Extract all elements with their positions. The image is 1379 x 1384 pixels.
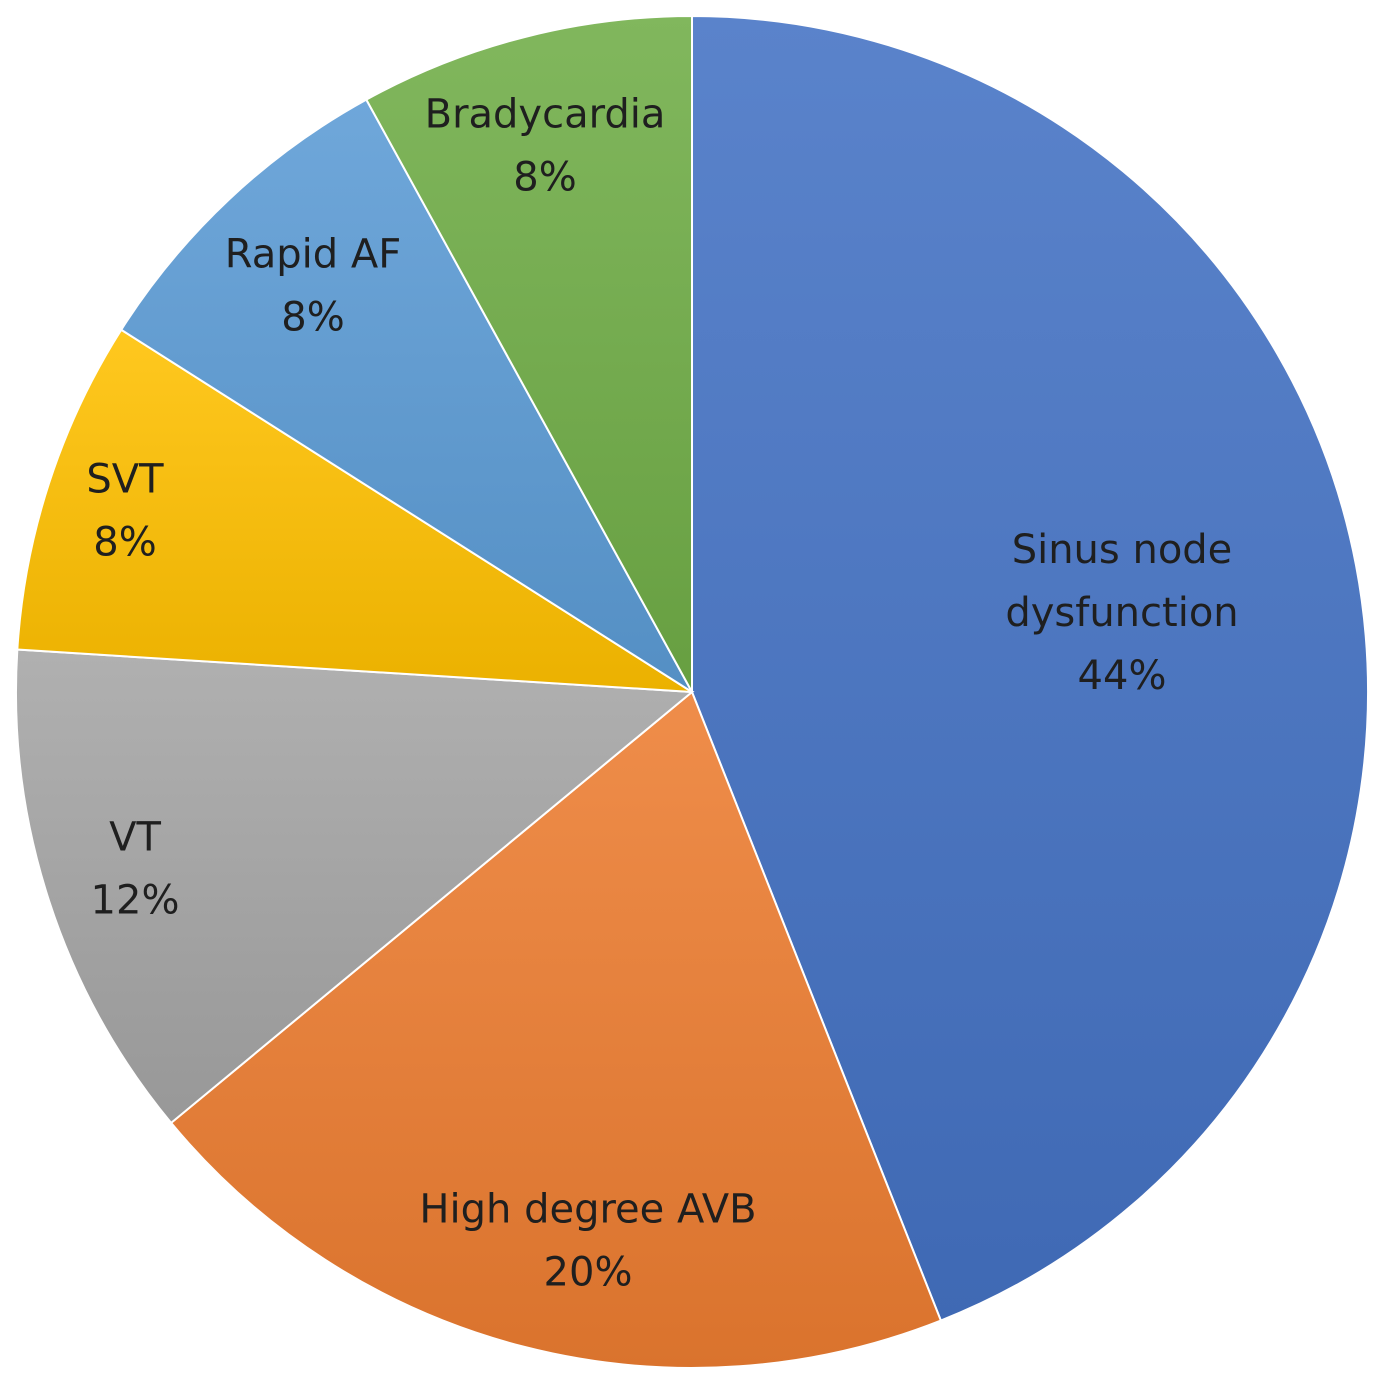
data-label-category: dysfunction [1005,590,1238,636]
data-label-category: High degree AVB [419,1187,756,1233]
pie-slice-vt [14,648,695,1125]
data-label-svt: SVT 8% [86,457,164,566]
data-label-value: 8% [281,295,344,341]
data-label-category: Bradycardia [425,92,666,138]
data-label-vt: VT 12% [91,815,180,924]
pie-slice-rapid-af [119,98,693,693]
data-label-category: Rapid AF [225,232,401,278]
pie-slice-sinus-node-dysfunction [691,14,1369,1322]
data-label-sinus-node-dysfunction: Sinus node dysfunction 44% [1005,527,1238,699]
pie-slices [14,14,1369,1370]
data-label-value: 20% [544,1250,633,1296]
data-label-value: 8% [93,520,156,566]
data-label-category: Sinus node [1012,527,1233,573]
pie-slice-bradycardia [364,14,693,693]
data-label-category: SVT [86,457,164,503]
data-label-high-degree-avb: High degree AVB 20% [419,1187,756,1296]
data-label-rapid-af: Rapid AF 8% [225,232,401,341]
data-label-value: 12% [91,878,180,924]
data-label-bradycardia: Bradycardia 8% [425,92,666,201]
pie-data-labels: Sinus node dysfunction 44% High degree AVB 2… [86,92,1238,1296]
data-label-value: 8% [513,155,576,201]
data-label-value: 44% [1078,653,1167,699]
data-label-category: VT [109,815,161,861]
pie-slice-high-degree-avb [169,690,943,1370]
pie-slice-svt [16,328,693,693]
